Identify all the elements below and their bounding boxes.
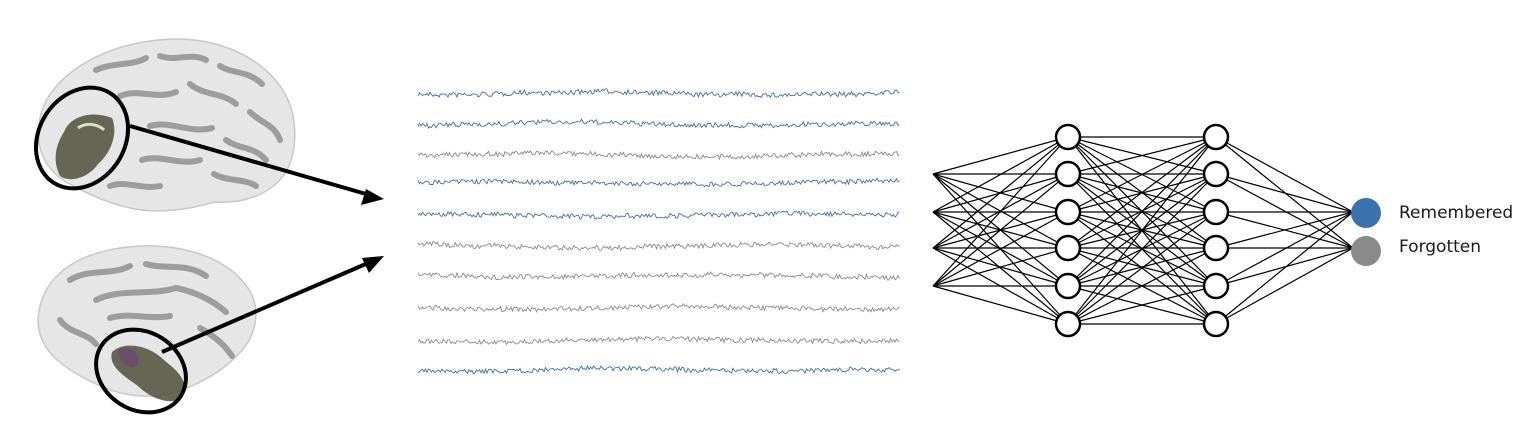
network-edge	[1215, 173, 1354, 249]
legend-label-remembered: Remembered	[1399, 203, 1514, 223]
eeg-trace-2-remembered	[417, 118, 900, 129]
hidden-layer-2-node-3	[1202, 198, 1230, 226]
network-edge	[932, 136, 1069, 213]
arrows	[129, 124, 384, 354]
network-edge	[932, 285, 1069, 325]
hidden-layer-1-node-3	[1054, 198, 1082, 226]
hidden-layer-1-node-6	[1054, 310, 1082, 338]
hidden-layer-1-node-5	[1054, 272, 1082, 300]
network-connections	[932, 136, 1354, 325]
hidden-layer-2-node-5	[1202, 272, 1230, 300]
arrow-head-bottom	[362, 256, 384, 273]
roi-ellipse-medial	[94, 327, 188, 415]
network-edge	[932, 136, 1069, 249]
hidden-layer-2-node-6	[1202, 310, 1230, 338]
network-edge	[1215, 211, 1354, 287]
eeg-trace-1-remembered	[417, 88, 900, 99]
network-edge	[1215, 247, 1354, 287]
output-node-forgotten	[1351, 236, 1381, 266]
network-edge	[932, 247, 1069, 287]
eeg-trace-8-forgotten	[417, 303, 900, 313]
network-edge	[1067, 173, 1217, 325]
eeg-trace-6-forgotten	[417, 241, 900, 252]
eeg-trace-3-forgotten	[417, 150, 900, 161]
eeg-trace-5-remembered	[417, 210, 900, 220]
network-edge	[1067, 211, 1217, 325]
network-nodes	[1054, 123, 1230, 338]
output-node-remembered	[1351, 198, 1381, 228]
eeg-trace-10-remembered	[417, 364, 900, 375]
network-edge	[932, 211, 1069, 325]
network-edge	[1215, 173, 1354, 213]
network-edge	[1067, 247, 1217, 287]
network-edge	[1067, 136, 1217, 249]
eeg-traces	[417, 88, 900, 375]
network-edge	[1215, 211, 1354, 325]
network-edge	[1067, 247, 1217, 325]
hidden-layer-1-node-4	[1054, 234, 1082, 262]
arrow-lateral-to-eeg	[129, 124, 367, 196]
brain-lateral-view	[33, 38, 296, 212]
network-edge	[1215, 136, 1354, 213]
network-edge	[1067, 136, 1217, 175]
network-edge	[932, 211, 1069, 287]
roi-ellipse-lateral	[33, 85, 131, 191]
arrow-medial-to-eeg	[161, 261, 369, 354]
eeg-trace-4-remembered	[417, 177, 900, 188]
network-edge	[1067, 136, 1217, 213]
roi-region-lateral	[55, 114, 115, 180]
eeg-trace-7-forgotten	[417, 271, 900, 281]
hidden-layer-1-node-2	[1054, 160, 1082, 188]
hidden-layer-1-node-1	[1054, 123, 1082, 151]
hidden-layer-2-node-4	[1202, 234, 1230, 262]
network-edge	[932, 173, 1069, 287]
brain-medial-view	[37, 245, 257, 415]
network-edge	[932, 136, 1069, 175]
network-edge	[1067, 285, 1217, 325]
network-edge	[1215, 211, 1354, 249]
network-edge	[1067, 136, 1217, 287]
legend-label-forgotten: Forgotten	[1399, 237, 1482, 257]
network-edge	[1215, 247, 1354, 325]
eeg-trace-9-forgotten	[417, 335, 900, 346]
arrow-head-top	[361, 189, 384, 205]
network-edge	[932, 136, 1069, 287]
hidden-layer-2-node-1	[1202, 123, 1230, 151]
hidden-layer-2-node-2	[1202, 160, 1230, 188]
network-edge	[1067, 136, 1217, 325]
